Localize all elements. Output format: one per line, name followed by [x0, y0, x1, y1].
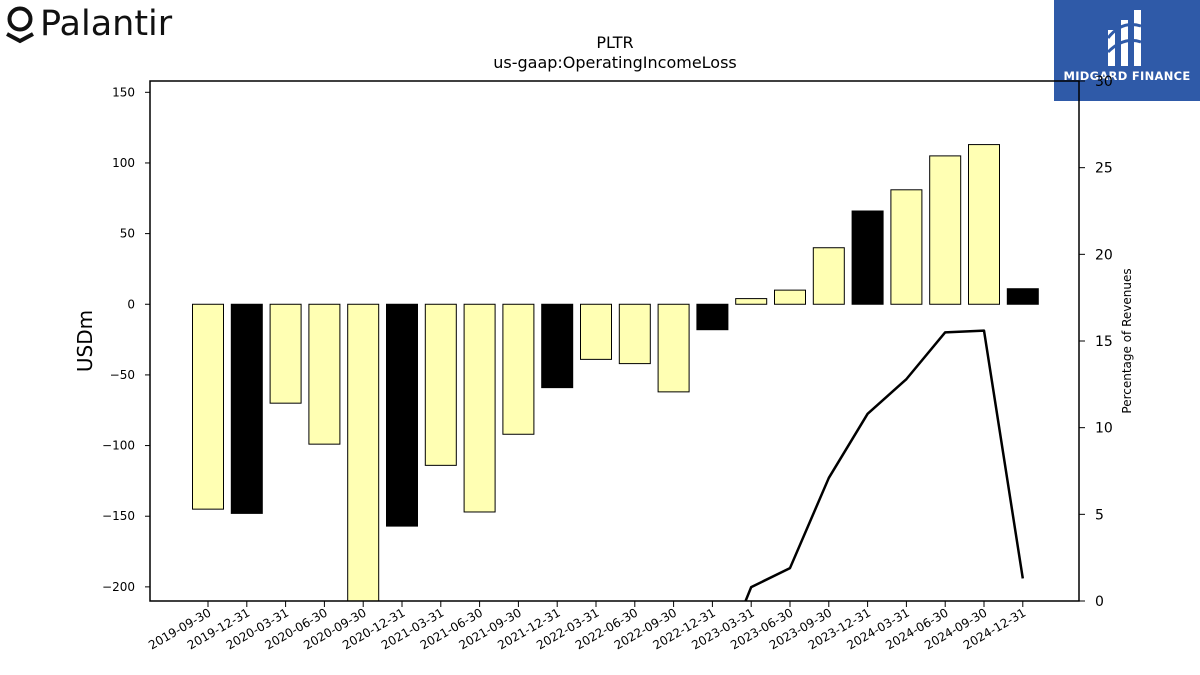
chart-title: PLTR	[596, 33, 633, 52]
bar-2021-06-30	[463, 303, 496, 513]
chart-subtitle: us-gaap:OperatingIncomeLoss	[493, 53, 737, 72]
percentage-of-revenues-line	[744, 329, 1025, 601]
bar-2020-09-30	[347, 303, 380, 602]
bar-2020-06-30	[308, 303, 341, 445]
bar-2023-06-30	[774, 289, 806, 305]
y-tick-label: −50	[110, 368, 135, 382]
y2-tick-label: 15	[1095, 334, 1113, 350]
line-series	[744, 329, 1025, 601]
y2-axis-label: Percentage of Revenues	[1120, 268, 1134, 413]
y-axis-label: USDm	[73, 310, 97, 372]
bar-2021-12-31	[541, 303, 574, 389]
bar-2020-03-31	[269, 303, 302, 404]
bar-2023-09-30	[812, 247, 845, 305]
y-tick-label: 100	[112, 156, 135, 170]
bar-2024-12-31	[1006, 288, 1039, 305]
y-tick-label: −200	[102, 580, 135, 594]
y-tick-label: 50	[120, 227, 135, 241]
left-y-axis: 150 100 50 0 −50 −100 −150 −200	[102, 85, 150, 594]
bar-2022-12-31	[696, 303, 729, 331]
y2-tick-label: 5	[1095, 507, 1104, 523]
bar-2020-12-31	[386, 303, 418, 527]
bar-2022-06-30	[618, 303, 651, 365]
y2-tick-label: 25	[1095, 161, 1113, 177]
bar-2024-03-31	[890, 189, 923, 305]
bar-2021-03-31	[424, 303, 457, 466]
bar-2022-03-31	[580, 303, 612, 360]
y-tick-label: 150	[112, 85, 135, 99]
publisher-name: MIDGARD FINANCE	[1063, 69, 1191, 83]
palantir-logo: Palantir	[4, 4, 172, 44]
bar-2021-09-30	[502, 303, 535, 435]
palantir-mark-icon	[6, 6, 34, 44]
y2-tick-label: 20	[1095, 247, 1113, 263]
x-axis: 2019-09-302019-12-312020-03-312020-06-30…	[146, 601, 1028, 652]
bar-2023-12-31	[851, 210, 884, 305]
y2-tick-label: 30	[1095, 74, 1113, 90]
y2-tick-label: 10	[1095, 421, 1113, 437]
bar-2024-06-30	[929, 155, 962, 305]
bar-2022-09-30	[657, 303, 690, 393]
bar-2019-09-30	[192, 303, 224, 510]
bar-2024-09-30	[968, 144, 1000, 305]
midgard-mark-icon	[1106, 10, 1142, 66]
y-tick-label: −150	[102, 509, 135, 523]
company-wordmark: Palantir	[40, 4, 173, 44]
y2-tick-label: 0	[1095, 594, 1104, 610]
bar-2019-12-31	[230, 303, 263, 514]
y-tick-label: −100	[102, 439, 135, 453]
right-y-axis: 0 5 10 15 20 25 30	[1079, 74, 1113, 610]
bar-series	[192, 144, 1039, 602]
bar-2023-03-31	[735, 298, 768, 305]
y-tick-label: 0	[127, 297, 135, 311]
